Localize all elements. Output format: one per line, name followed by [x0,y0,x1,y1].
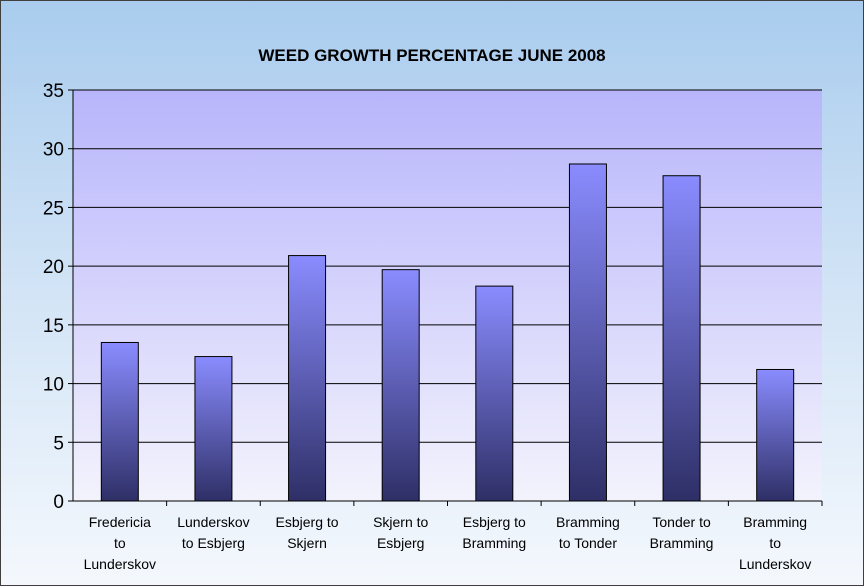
bar [475,285,514,502]
x-tick-label: Bramming to Tonder [556,514,620,551]
bar [662,175,701,502]
y-tick-label: 35 [43,81,64,102]
x-tick-label: Esbjerg to Skjern [276,514,339,551]
x-tick-label: Tonder to Bramming [650,514,714,551]
y-tick-label: 30 [43,140,64,161]
chart-title: WEED GROWTH PERCENTAGE JUNE 2008 [258,46,606,65]
y-tick-label: 25 [43,198,64,219]
y-tick-label: 20 [43,257,64,278]
y-tick-label: 5 [53,433,64,454]
tick-labels: 0 5 10 15 20 25 30 35 Fredericia to Lunderskov Lund… [43,81,812,572]
y-tick-label: 0 [53,492,64,513]
y-tick-label: 15 [43,316,64,337]
bar [194,356,233,502]
x-tick-label: Fredericia to Lunderskov [84,514,156,572]
bar [100,341,139,502]
x-tick-label: Skjern to Esbjerg [373,514,428,551]
axes [68,89,823,506]
bars [100,163,795,502]
bar [568,163,607,502]
plot-area [73,90,822,501]
y-tick-label: 10 [43,375,64,396]
x-tick-label: Lunderskov to Esbjerg [177,514,249,551]
bar [288,255,327,502]
bar [756,368,795,502]
x-tick-label: Esbjerg to Bramming [462,514,526,551]
bar [381,269,420,502]
x-tick-label: Bramming to Lunderskov [739,514,811,572]
